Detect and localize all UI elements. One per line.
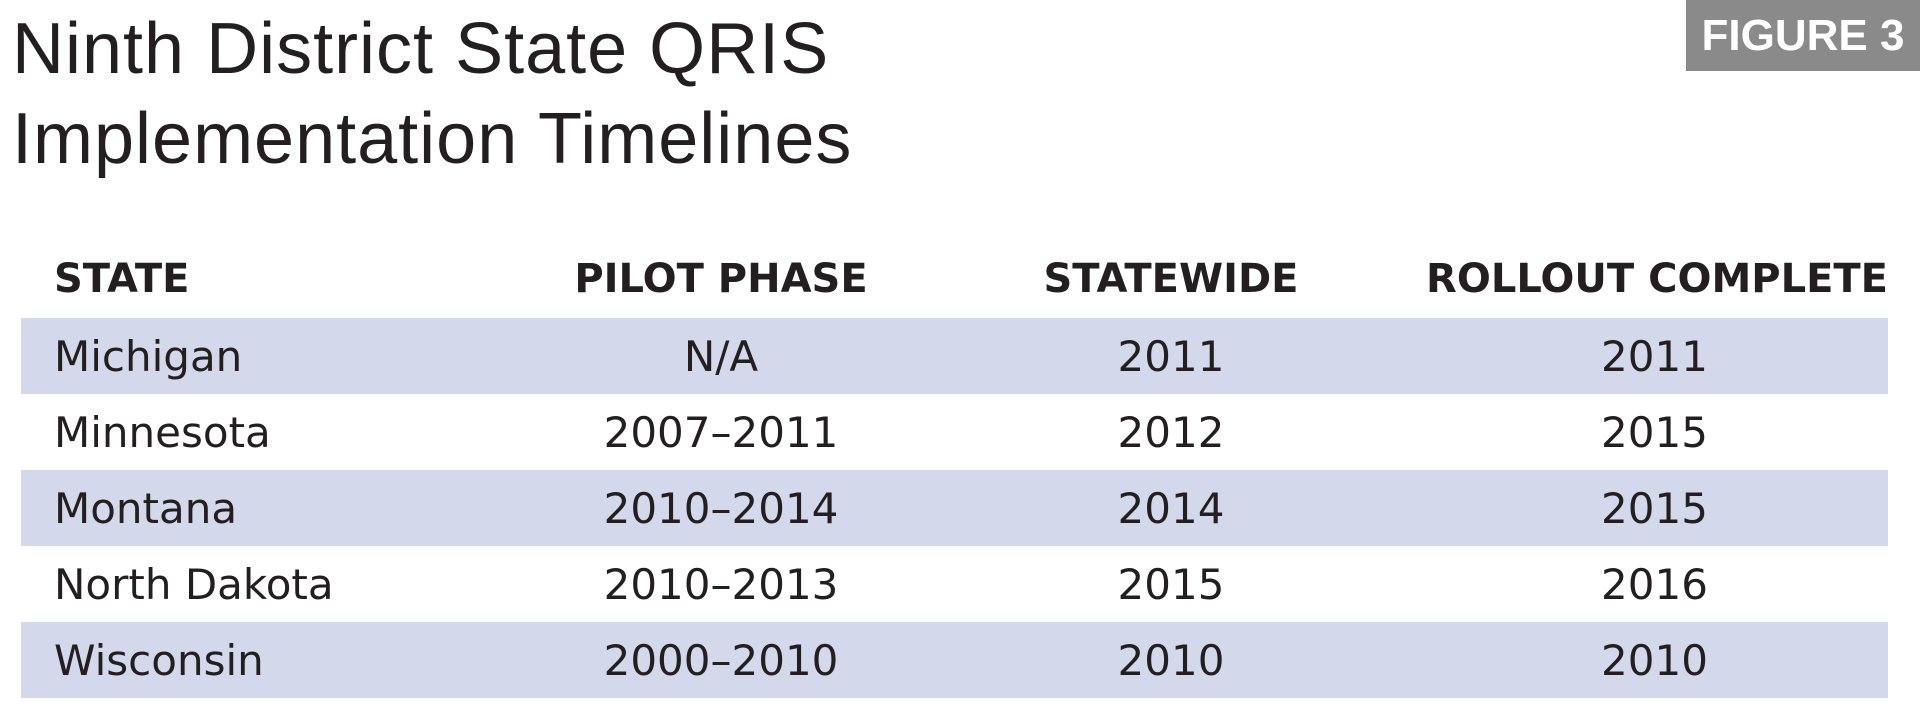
table-cell: 2015 bbox=[1601, 407, 1708, 457]
column-header: STATE bbox=[54, 256, 190, 302]
table-cell: 2011 bbox=[1601, 331, 1708, 381]
header-row: STATE PILOT PHASE STATEWIDE ROLLOUT COMPLET… bbox=[21, 240, 1888, 318]
figure-badge: FIGURE 3 bbox=[1686, 0, 1920, 71]
table-cell: 2010–2014 bbox=[603, 483, 839, 533]
table-row: Minnesota 2007–2011 2012 2015 bbox=[21, 394, 1888, 470]
table-cell: 2011 bbox=[1117, 331, 1225, 381]
table-row: Michigan N/A 2011 2011 bbox=[21, 318, 1888, 394]
table-cell: N/A bbox=[683, 331, 759, 381]
table-cell: 2015 bbox=[1117, 559, 1225, 609]
table-cell: 2014 bbox=[1117, 483, 1225, 533]
column-header: PILOT PHASE bbox=[574, 256, 868, 302]
title: Ninth District State QRIS Implementation… bbox=[12, 9, 853, 179]
table-cell: 2015 bbox=[1601, 483, 1708, 533]
table-row: North Dakota 2010–2013 2015 2016 bbox=[21, 546, 1888, 622]
table-cell: 2010 bbox=[1601, 635, 1708, 685]
table: STATE PILOT PHASE STATEWIDE ROLLOUT COMPLET… bbox=[21, 240, 1888, 698]
table-cell: North Dakota bbox=[54, 559, 334, 609]
column-header: STATEWIDE bbox=[1043, 256, 1299, 302]
table-cell: Minnesota bbox=[54, 407, 271, 457]
table-cell: Michigan bbox=[54, 331, 243, 381]
table-cell: 2000–2010 bbox=[603, 635, 839, 685]
table-cell: Wisconsin bbox=[54, 635, 264, 685]
table-row: Wisconsin 2000–2010 2010 2010 bbox=[21, 622, 1888, 698]
table-cell: Montana bbox=[54, 483, 238, 533]
table-cell: 2016 bbox=[1601, 559, 1708, 609]
table-cell: 2007–2011 bbox=[603, 407, 839, 457]
table-cell: 2010 bbox=[1117, 635, 1225, 685]
table-cell: 2010–2013 bbox=[603, 559, 839, 609]
table-cell: 2012 bbox=[1117, 407, 1225, 457]
column-header: ROLLOUT COMPLETE bbox=[1426, 256, 1888, 302]
table-row: Montana 2010–2014 2014 2015 bbox=[21, 470, 1888, 546]
